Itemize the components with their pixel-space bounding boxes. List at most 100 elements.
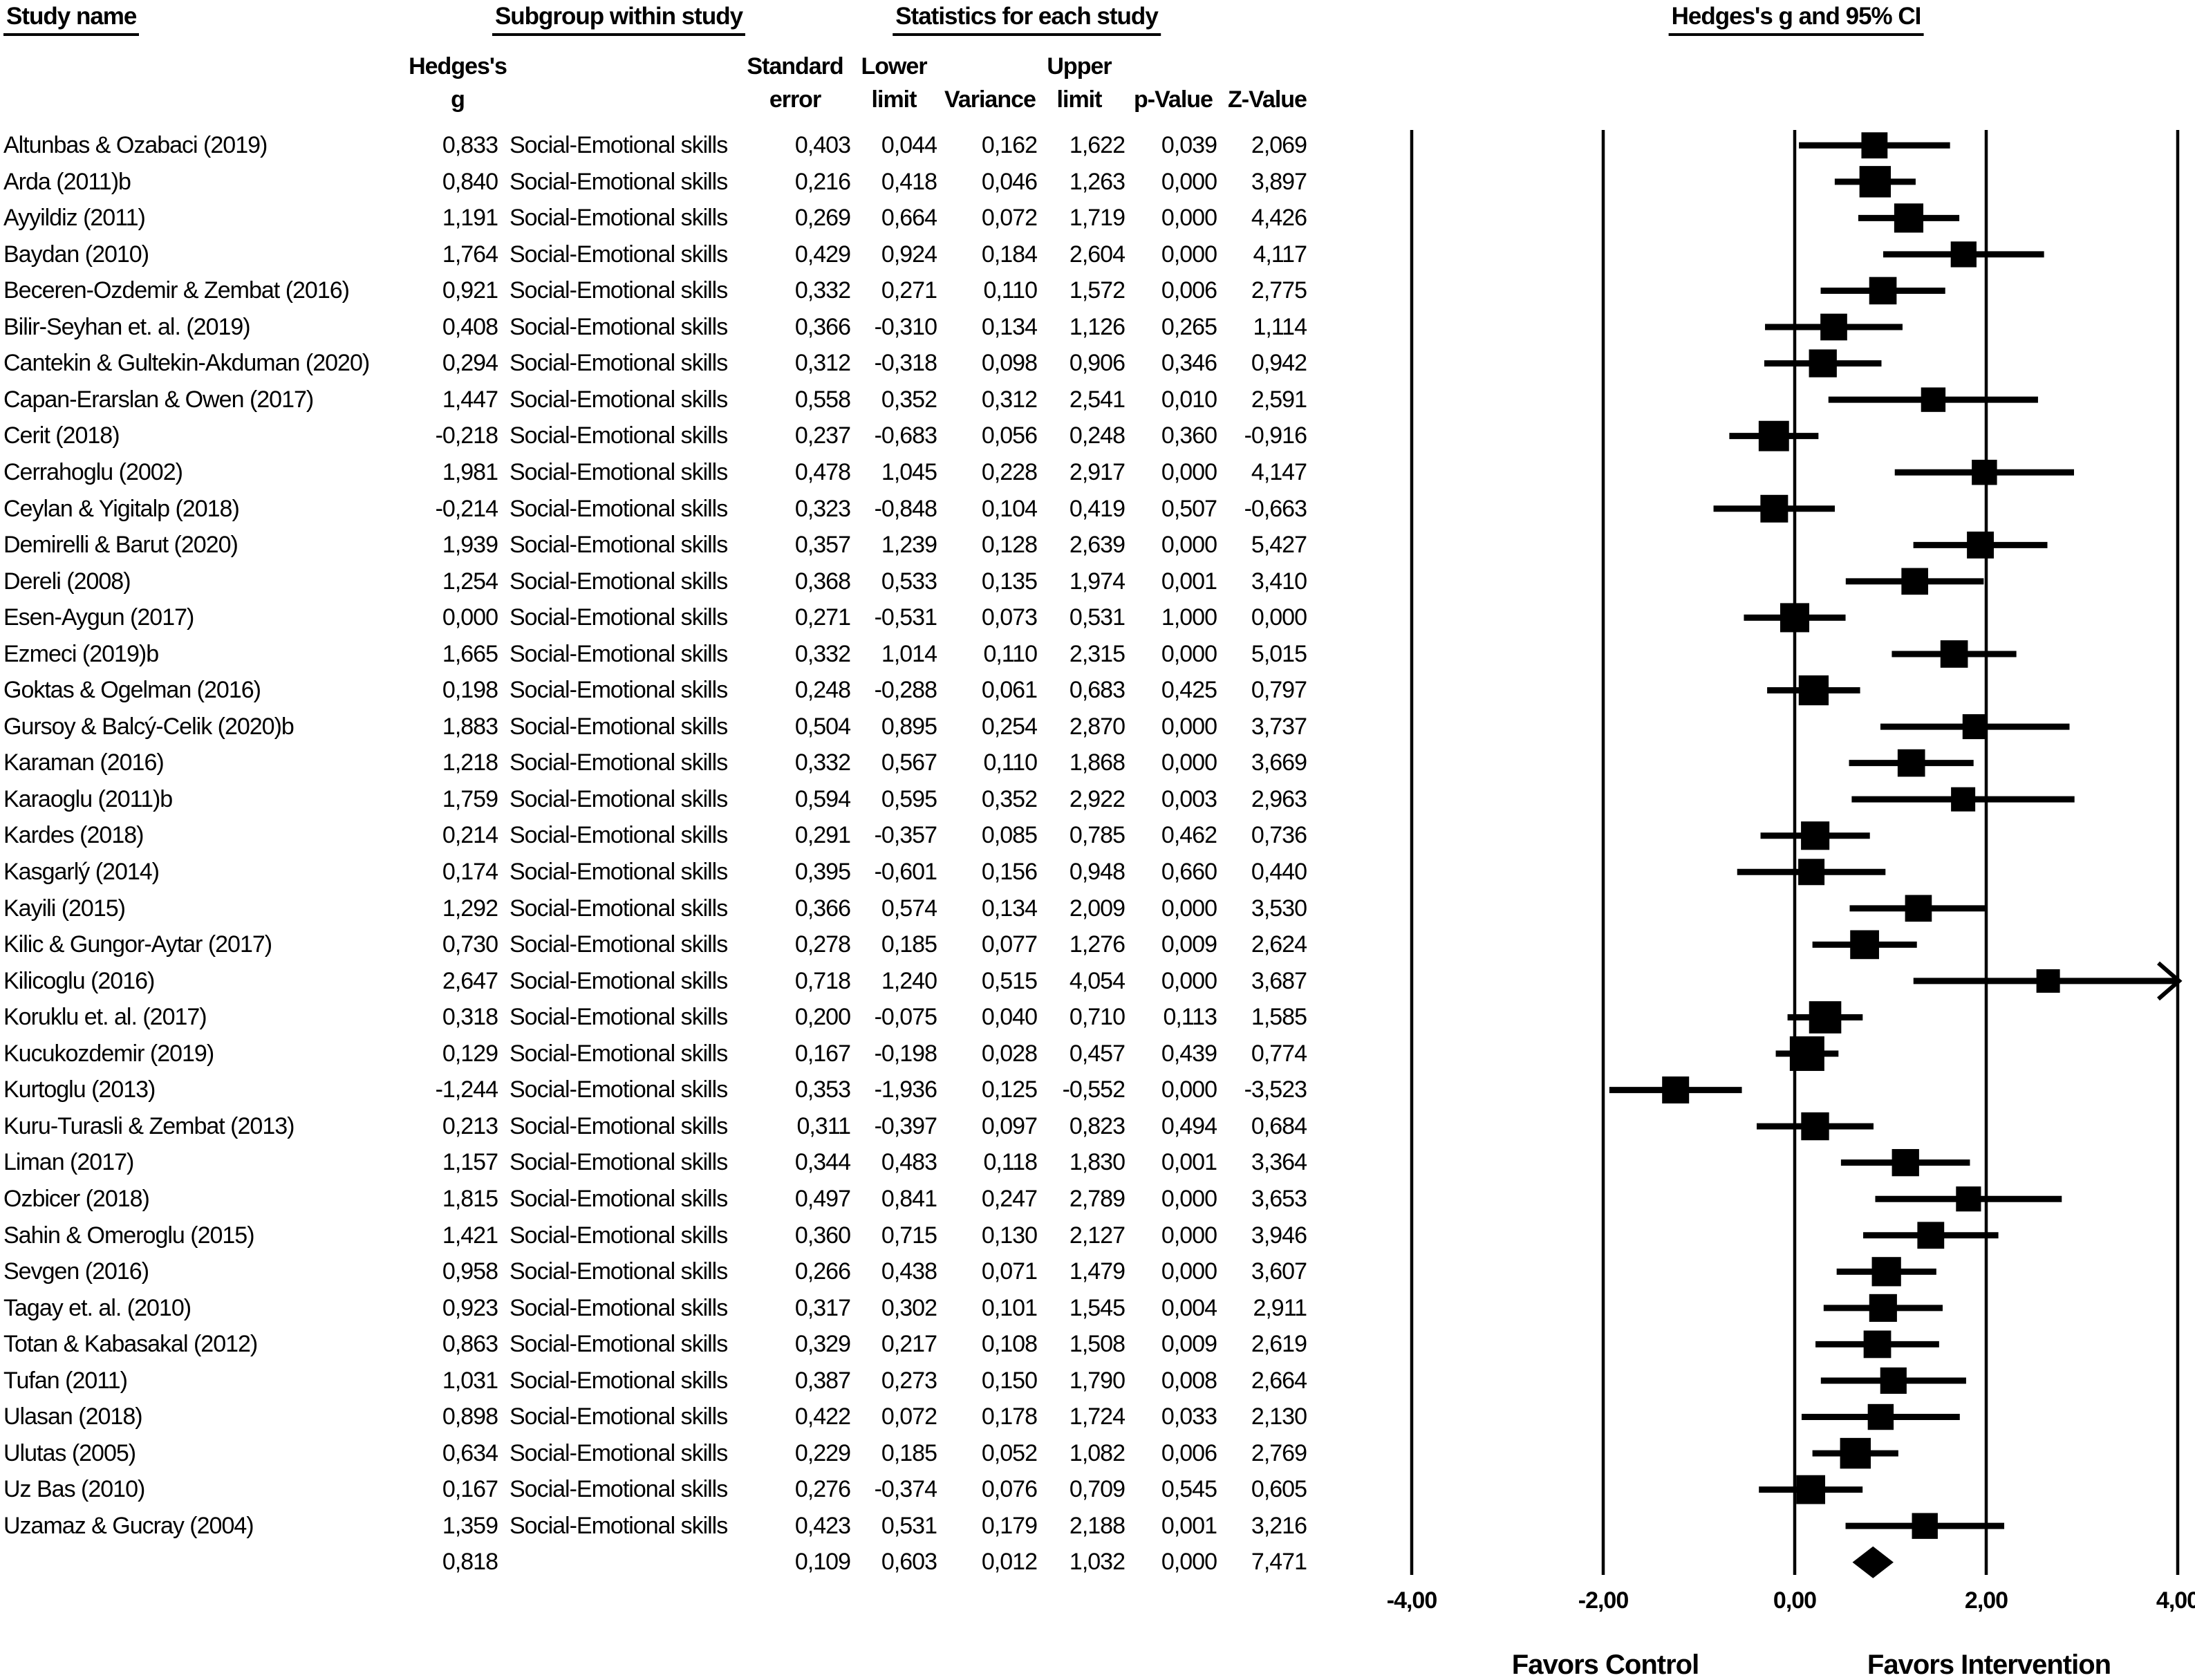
variance-cell: 0,515: [981, 967, 1038, 994]
effect-square: [1956, 1186, 1981, 1212]
z-value-cell: 3,946: [1251, 1222, 1307, 1249]
upper-limit-cell: 2,315: [1069, 640, 1125, 667]
p-value-cell: 0,360: [1161, 422, 1217, 449]
standard-error-cell: 0,366: [794, 895, 851, 922]
study-row: Kuru-Turasli & Zembat (2013) 0,213 Social-…: [0, 1108, 2195, 1145]
variance-cell: 0,162: [981, 132, 1038, 158]
effect-square: [1940, 640, 1968, 668]
lower-limit-cell: -0,075: [874, 1004, 937, 1031]
standard-error-cell: 0,594: [794, 785, 851, 812]
favors-intervention-label: Favors Intervention: [1867, 1650, 2111, 1680]
standard-error-cell: 0,478: [794, 458, 851, 485]
standard-error-cell: 0,278: [794, 931, 851, 958]
lower-limit-cell: -0,357: [874, 822, 937, 849]
subgroup-cell: Social-Emotional skills: [510, 386, 728, 413]
standard-error-cell: 0,167: [794, 1040, 851, 1067]
subgroup-cell: Social-Emotional skills: [510, 241, 728, 268]
subgroup-cell: Social-Emotional skills: [510, 931, 728, 958]
effect-square: [1809, 349, 1837, 377]
study-row: Kayili (2015) 1,292 Social-Emotional skill…: [0, 890, 2195, 927]
study-row: Kardes (2018) 0,214 Social-Emotional skill…: [0, 817, 2195, 854]
study-row: Dereli (2008) 1,254 Social-Emotional skill…: [0, 563, 2195, 600]
variance-cell: 0,110: [983, 640, 1038, 667]
effect-square: [1859, 166, 1892, 198]
effect-square: [1880, 1367, 1907, 1394]
column-header-variance: Variance: [900, 83, 1080, 116]
study-row: Totan & Kabasakal (2012) 0,863 Social-Emot…: [0, 1326, 2195, 1363]
study-name-cell: Bilir-Seyhan et. al. (2019): [3, 313, 251, 340]
standard-error-cell: 0,216: [794, 168, 851, 195]
p-value-cell: 0,008: [1161, 1367, 1217, 1394]
study-name-cell: Dereli (2008): [3, 568, 131, 595]
column-header-hedges-g-line2: g: [451, 86, 465, 113]
subgroup-cell: Social-Emotional skills: [510, 277, 728, 304]
variance-cell: 0,052: [981, 1439, 1038, 1466]
standard-error-cell: 0,423: [794, 1512, 851, 1539]
column-header-upper-limit-line2: limit: [1056, 86, 1103, 113]
variance-cell: 0,110: [983, 749, 1038, 776]
upper-limit-cell: 1,724: [1069, 1403, 1125, 1430]
z-value-cell: 1,585: [1251, 1004, 1307, 1031]
study-row: Baydan (2010) 1,764 Social-Emotional skill…: [0, 236, 2195, 273]
hedges-g-cell: 0,000: [442, 604, 498, 631]
p-value-cell: 0,003: [1161, 785, 1217, 812]
study-name-cell: Esen-Aygun (2017): [3, 604, 194, 631]
study-row: Ayyildiz (2011) 1,191 Social-Emotional ski…: [0, 200, 2195, 236]
standard-error-cell: 0,422: [794, 1403, 851, 1430]
subgroup-cell: Social-Emotional skills: [510, 1439, 728, 1466]
summary-p-value-cell: 0,000: [1161, 1549, 1217, 1576]
upper-limit-cell: 0,710: [1069, 1004, 1125, 1031]
variance-cell: 0,134: [981, 313, 1038, 340]
z-value-cell: 3,737: [1251, 713, 1307, 740]
hedges-g-cell: 1,883: [442, 713, 498, 740]
hedges-g-cell: 1,447: [442, 386, 498, 413]
standard-error-cell: 0,276: [794, 1476, 851, 1503]
z-value-cell: 3,530: [1251, 895, 1307, 922]
study-name-cell: Capan-Erarslan & Owen (2017): [3, 386, 314, 413]
effect-square: [1901, 568, 1928, 595]
z-value-cell: 3,669: [1251, 749, 1307, 776]
upper-limit-cell: 0,683: [1069, 677, 1125, 704]
z-value-cell: -0,663: [1244, 495, 1307, 522]
study-name-cell: Cerit (2018): [3, 422, 120, 449]
study-name-cell: Arda (2011)b: [3, 168, 131, 195]
subgroup-cell: Social-Emotional skills: [510, 1149, 728, 1176]
z-value-cell: -3,523: [1244, 1076, 1307, 1103]
hedges-g-cell: 1,981: [442, 458, 498, 485]
p-value-cell: 0,000: [1161, 1258, 1217, 1285]
subgroup-cell: Social-Emotional skills: [510, 1294, 728, 1321]
hedges-g-cell: 1,939: [442, 532, 498, 559]
subgroup-cell: Social-Emotional skills: [510, 313, 728, 340]
study-name-cell: Sevgen (2016): [3, 1258, 149, 1285]
summary-diamond: [1852, 1546, 1894, 1578]
z-value-cell: 2,130: [1251, 1403, 1307, 1430]
study-row: Esen-Aygun (2017) 0,000 Social-Emotional s…: [0, 599, 2195, 636]
study-row: Tagay et. al. (2010) 0,923 Social-Emotiona…: [0, 1290, 2195, 1327]
study-row: Beceren-Ozdemir & Zembat (2016) 0,921 Soci…: [0, 272, 2195, 309]
study-row: Kasgarlý (2014) 0,174 Social-Emotional ski…: [0, 854, 2195, 890]
subgroup-cell: Social-Emotional skills: [510, 604, 728, 631]
study-row: Cerrahoglu (2002) 1,981 Social-Emotional s…: [0, 454, 2195, 491]
lower-limit-cell: 0,895: [881, 713, 937, 740]
standard-error-cell: 0,332: [794, 749, 851, 776]
hedges-g-cell: 1,421: [442, 1222, 498, 1249]
variance-cell: 0,073: [981, 604, 1038, 631]
z-value-cell: 0,000: [1251, 604, 1307, 631]
p-value-cell: 0,006: [1161, 1439, 1217, 1466]
subgroup-cell: Social-Emotional skills: [510, 422, 728, 449]
hedges-g-cell: 0,198: [442, 677, 498, 704]
study-name-cell: Gursoy & Balcý-Celik (2020)b: [3, 713, 295, 740]
z-value-cell: 0,684: [1251, 1112, 1307, 1139]
upper-limit-cell: 1,719: [1069, 205, 1125, 232]
lower-limit-cell: 1,239: [881, 532, 937, 559]
standard-error-cell: 0,344: [794, 1149, 851, 1176]
lower-limit-cell: 0,217: [881, 1331, 937, 1358]
lower-limit-cell: 0,352: [881, 386, 937, 413]
effect-square: [2036, 969, 2060, 993]
variance-cell: 0,040: [981, 1004, 1038, 1031]
lower-limit-cell: 1,014: [881, 640, 937, 667]
hedges-g-cell: -0,214: [435, 495, 498, 522]
subgroup-cell: Social-Emotional skills: [510, 495, 728, 522]
z-value-cell: 2,619: [1251, 1331, 1307, 1358]
